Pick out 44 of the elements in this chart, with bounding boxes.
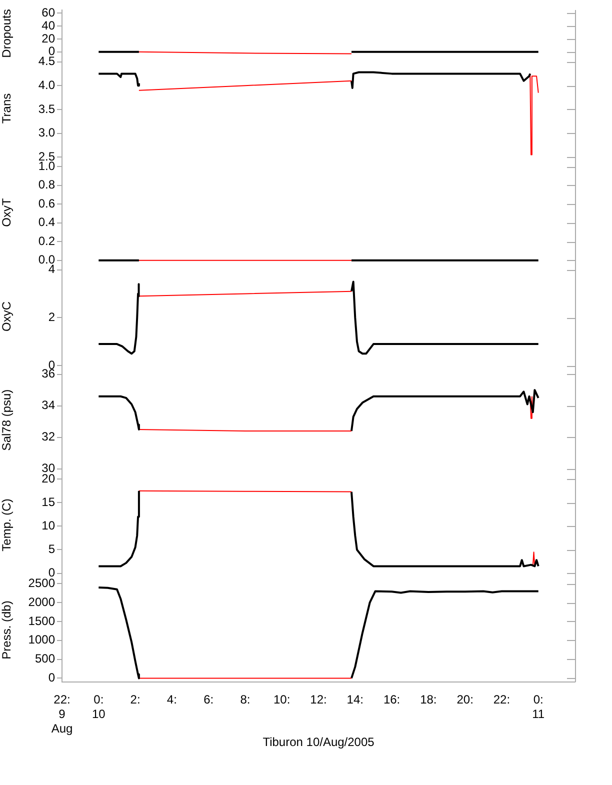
x-tick-label: 14: xyxy=(346,692,364,707)
y-axis-title: Press. (db) xyxy=(0,600,14,660)
y-tick-label: 5 xyxy=(48,542,56,556)
y-tick-label: 0 xyxy=(48,670,56,685)
y-tick-label: 2000 xyxy=(28,594,56,609)
y-tick-label: 40 xyxy=(42,18,56,32)
x-tick-label: 20: xyxy=(456,692,474,707)
x-tick-label: 12: xyxy=(310,692,327,707)
y-axis-title: Trans xyxy=(0,93,14,124)
y-tick-label: 4.5 xyxy=(38,54,56,68)
y-tick-label: 1500 xyxy=(28,614,56,628)
y-tick-label: 3.0 xyxy=(38,126,56,140)
y-axis-title: OxyT xyxy=(0,198,14,227)
y-axis-title: Dropouts xyxy=(0,9,14,58)
x-tick-label: 0: 10 xyxy=(92,692,106,721)
x-tick-label: 22: 9 Aug xyxy=(51,692,73,736)
y-tick-label: 0.4 xyxy=(38,215,56,230)
y-tick-label: 60 xyxy=(42,6,56,20)
x-tick-label: 18: xyxy=(420,692,437,707)
y-tick-label: 20 xyxy=(42,31,56,46)
x-tick-label: 4: xyxy=(166,692,177,707)
y-tick-label: 15 xyxy=(42,494,56,509)
y-tick-label: 3.5 xyxy=(38,102,56,116)
y-axis-title: Sal78 (psu) xyxy=(0,389,14,451)
x-tick-label: 0: 11 xyxy=(532,692,545,721)
x-tick-label: 10: xyxy=(274,692,290,707)
y-tick-label: 1000 xyxy=(28,632,56,647)
x-tick-label: 22: xyxy=(493,692,510,707)
y-tick-label: 2 xyxy=(48,310,56,324)
y-tick-label: 10 xyxy=(42,518,56,532)
y-axis-title: Temp. (C) xyxy=(0,498,14,552)
y-tick-label: 0.6 xyxy=(38,196,56,210)
y-tick-label: 4.0 xyxy=(38,78,56,92)
y-tick-label: 32 xyxy=(42,430,56,444)
y-tick-label: 500 xyxy=(34,652,56,666)
y-tick-label: 34 xyxy=(42,398,56,412)
x-tick-label: 2: xyxy=(130,692,140,707)
y-tick-label: 0.2 xyxy=(38,234,56,248)
x-tick-label: 16: xyxy=(383,692,400,707)
x-axis-title: Tiburon 10/Aug/2005 xyxy=(262,735,375,750)
x-tick-label: 6: xyxy=(204,692,214,707)
y-tick-label: 0.8 xyxy=(38,178,56,192)
x-tick-label: 8: xyxy=(240,692,250,707)
y-axis-title: OxyC xyxy=(0,301,14,332)
